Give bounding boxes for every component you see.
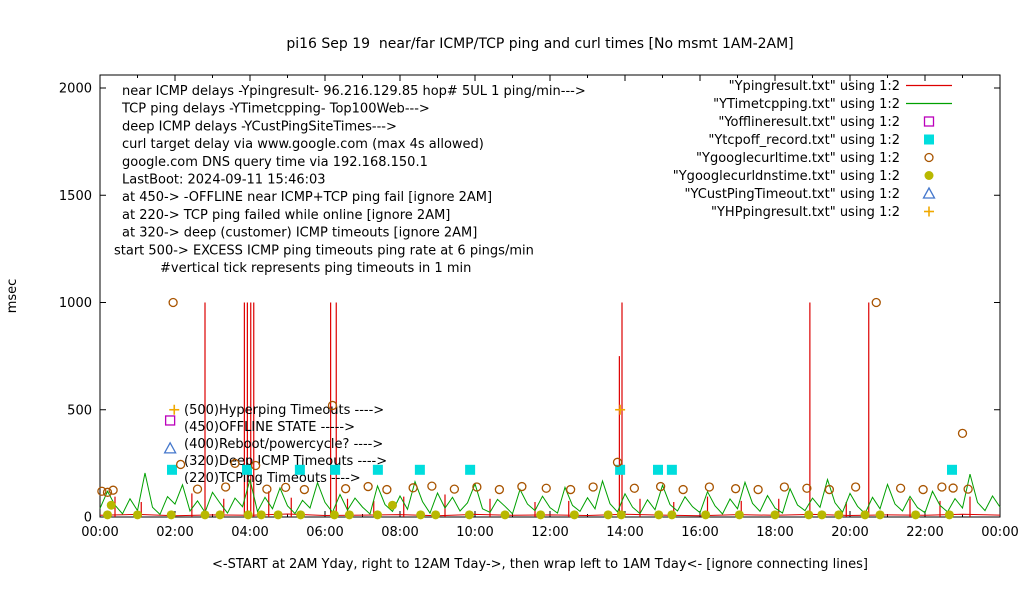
x-tick-label: 06:00 xyxy=(306,525,343,540)
level-label: (320)Deep ICMP Timeouts ----> xyxy=(184,454,387,469)
legend-label: "Ypingresult.txt" using 1:2 xyxy=(729,79,900,94)
series-Yofflineresult xyxy=(164,415,176,426)
plot-annotation: curl target delay via www.google.com (ma… xyxy=(122,137,484,152)
plot-annotation: at 320-> deep (customer) ICMP timeouts [… xyxy=(122,226,477,241)
x-tick-label: 14:00 xyxy=(606,525,643,540)
series-YTimetcpping xyxy=(99,472,1001,516)
y-tick-label: 0 xyxy=(84,511,92,526)
plot-annotation: TCP ping delays -YTimetcpping- Top100Web… xyxy=(121,102,430,117)
level-label: (220)TCPing Timeouts ----> xyxy=(184,471,361,486)
plot-annotation: google.com DNS query time via 192.168.15… xyxy=(122,155,428,170)
plot-annotation: near ICMP delays -Ypingresult- 96.216.12… xyxy=(122,84,586,99)
y-tick-label: 500 xyxy=(67,403,92,418)
legend: "Ypingresult.txt" using 1:2 "YTimetcpping… xyxy=(673,79,952,220)
legend-label: "Ytcpoff_record.txt" using 1:2 xyxy=(708,133,900,148)
y-tick-label: 1500 xyxy=(59,189,92,204)
plot-annotation: start 500-> EXCESS ICMP ping timeouts pi… xyxy=(114,243,534,258)
x-tick-label: 20:00 xyxy=(831,525,868,540)
y-axis-label: msec xyxy=(5,279,20,314)
x-tick-label: 16:00 xyxy=(681,525,718,540)
x-axis-label: <-START at 2AM Yday, right to 12AM Tday-… xyxy=(212,557,868,572)
x-tick-label: 02:00 xyxy=(156,525,193,540)
x-tick-label: 04:00 xyxy=(231,525,268,540)
series-Ytcpoff_record xyxy=(167,464,957,475)
series-Ygooglecurltime xyxy=(97,297,973,497)
x-tick-label: 08:00 xyxy=(381,525,418,540)
x-tick-label: 12:00 xyxy=(531,525,568,540)
series-YCustPingTimeout xyxy=(163,441,177,454)
plot-annotation: at 220-> TCP ping failed while online [i… xyxy=(122,208,450,223)
level-label: (500)Hyperping Timeouts ----> xyxy=(184,403,384,418)
level-label: (450)OFFLINE STATE -----> xyxy=(184,420,355,435)
x-tick-label: 10:00 xyxy=(456,525,493,540)
x-tick-label: 00:00 xyxy=(981,525,1018,540)
legend-label: "YHPpingresult.txt" using 1:2 xyxy=(711,205,900,220)
x-tick-label: 18:00 xyxy=(756,525,793,540)
series-Ypingresult xyxy=(99,302,1001,517)
plot-area: 00:00 02:00 04:00 06:00 08:00 10:00 12:00 14:00… xyxy=(59,74,1019,540)
legend-label: "YCustPingTimeout.txt" using 1:2 xyxy=(685,187,900,202)
plot-annotation: at 450-> -OFFLINE near ICMP+TCP ping fai… xyxy=(122,190,492,205)
plot-annotation: #vertical tick represents ping timeouts … xyxy=(160,261,471,276)
legend-label: "Yofflineresult.txt" using 1:2 xyxy=(718,115,900,130)
series-Ygooglecurldnstime xyxy=(103,500,954,520)
plot-annotation: deep ICMP delays -YCustPingSiteTimes---> xyxy=(122,119,397,134)
legend-label: "Ygooglecurltime.txt" using 1:2 xyxy=(696,151,900,166)
chart-title: pi16 Sep 19 near/far ICMP/TCP ping and c… xyxy=(286,36,793,52)
legend-label: "Ygooglecurldnstime.txt" using 1:2 xyxy=(673,169,900,184)
plot-annotation: LastBoot: 2024-09-11 15:46:03 xyxy=(122,173,326,188)
x-tick-label: 22:00 xyxy=(906,525,943,540)
series-YHPpingresult xyxy=(169,404,626,415)
legend-label: "YTimetcpping.txt" using 1:2 xyxy=(713,97,900,112)
x-tick-label: 00:00 xyxy=(81,525,118,540)
level-label: (400)Reboot/powercycle? ----> xyxy=(184,437,383,452)
y-tick-label: 2000 xyxy=(59,82,92,97)
y-tick-label: 1000 xyxy=(59,296,92,311)
